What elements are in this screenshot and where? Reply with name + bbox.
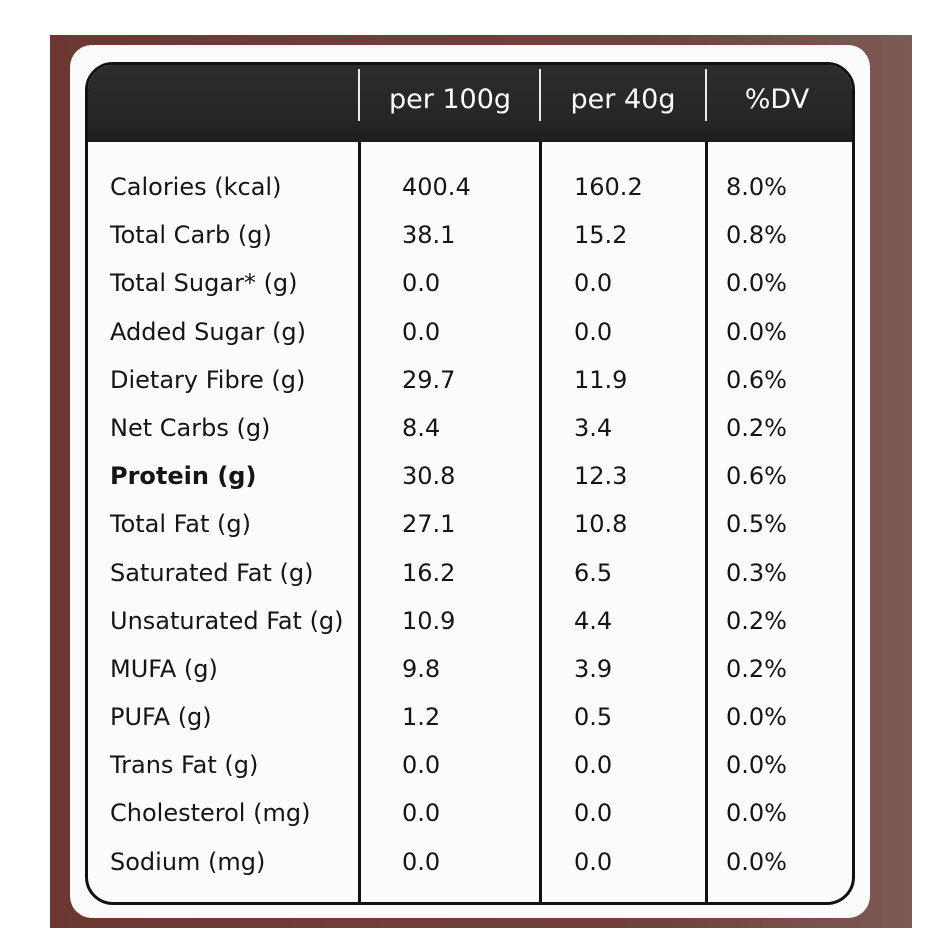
nutrient-label: Total Fat (g) [110,510,251,539]
nutrient-label: Total Carb (g) [110,221,272,250]
value-per-100g: 0.0 [402,751,441,780]
table-header: per 100g per 40g %DV [88,65,852,142]
table-row: Unsaturated Fat (g) 10.9 4.4 0.2% [88,599,852,647]
value-per-100g: 0.0 [402,269,441,298]
header-per-40g: per 40g [570,84,676,115]
column-divider [705,142,708,902]
header-dv: %DV [744,84,810,115]
value-per-100g: 1.2 [402,703,441,732]
table-row: Sodium (mg) 0.0 0.0 0.0% [88,840,852,888]
value-daily-value: 0.0% [726,269,787,298]
nutrient-label: Calories (kcal) [110,173,282,201]
value-per-100g: 29.7 [402,365,456,394]
header-divider [705,69,707,121]
table-row: Protein (g) 30.8 12.3 0.6% [88,454,852,502]
nutrient-label: Total Sugar* (g) [110,269,298,298]
nutrient-label: MUFA (g) [110,654,218,683]
column-divider [539,142,542,902]
header-divider [539,69,541,121]
value-per-40g: 0.0 [574,317,613,346]
value-per-100g: 10.9 [402,606,456,635]
value-per-100g: 400.4 [402,173,471,201]
header-per-100g: per 100g [388,84,512,115]
nutrient-label: Added Sugar (g) [110,317,306,346]
nutrient-label: Trans Fat (g) [110,751,259,780]
value-daily-value: 0.0% [726,317,787,346]
value-per-40g: 11.9 [574,365,628,394]
value-per-40g: 0.5 [574,703,613,732]
table-row: Dietary Fibre (g) 29.7 11.9 0.6% [88,358,852,406]
value-per-40g: 0.0 [574,751,613,780]
table-row: Total Carb (g) 38.1 15.2 0.8% [88,213,852,261]
value-per-100g: 0.0 [402,799,441,828]
value-per-100g: 0.0 [402,847,441,876]
table-row: Saturated Fat (g) 16.2 6.5 0.3% [88,551,852,599]
nutrient-label: PUFA (g) [110,703,212,732]
table-row: Trans Fat (g) 0.0 0.0 0.0% [88,743,852,791]
nutrient-label: Unsaturated Fat (g) [110,606,344,635]
table-row: Calories (kcal) 400.4 160.2 8.0% [88,165,852,213]
value-daily-value: 0.5% [726,510,787,539]
value-daily-value: 0.2% [726,413,787,442]
nutrient-label: Net Carbs (g) [110,413,271,442]
value-per-40g: 6.5 [574,558,613,587]
nutrition-table: per 100g per 40g %DV Calories (kcal) 400… [85,62,855,905]
nutrient-label: Cholesterol (mg) [110,799,311,828]
value-daily-value: 0.6% [726,365,787,394]
value-per-100g: 38.1 [402,221,456,250]
value-per-100g: 27.1 [402,510,456,539]
nutrient-label: Saturated Fat (g) [110,558,314,587]
value-daily-value: 0.0% [726,751,787,780]
column-divider [358,142,361,902]
value-daily-value: 0.0% [726,847,787,876]
value-per-100g: 8.4 [402,413,441,442]
value-daily-value: 0.6% [726,462,787,491]
value-per-100g: 0.0 [402,317,441,346]
value-per-100g: 16.2 [402,558,456,587]
value-daily-value: 0.8% [726,221,787,250]
value-daily-value: 8.0% [726,173,787,201]
table-row: Net Carbs (g) 8.4 3.4 0.2% [88,406,852,454]
value-daily-value: 0.0% [726,799,787,828]
table-row: PUFA (g) 1.2 0.5 0.0% [88,695,852,743]
table-body: Calories (kcal) 400.4 160.2 8.0% Total C… [88,165,852,888]
value-per-40g: 3.9 [574,654,613,683]
table-row: Total Sugar* (g) 0.0 0.0 0.0% [88,261,852,309]
value-per-40g: 160.2 [574,173,643,201]
value-daily-value: 0.3% [726,558,787,587]
value-daily-value: 0.2% [726,654,787,683]
value-daily-value: 0.2% [726,606,787,635]
value-per-40g: 12.3 [574,462,628,491]
value-per-40g: 15.2 [574,221,628,250]
value-per-100g: 9.8 [402,654,441,683]
table-row: Cholesterol (mg) 0.0 0.0 0.0% [88,791,852,839]
value-per-40g: 0.0 [574,269,613,298]
nutrient-label: Dietary Fibre (g) [110,365,306,394]
value-per-40g: 4.4 [574,606,613,635]
value-per-40g: 0.0 [574,847,613,876]
nutrient-label: Protein (g) [110,462,257,491]
value-daily-value: 0.0% [726,703,787,732]
value-per-40g: 3.4 [574,413,613,442]
value-per-40g: 10.8 [574,510,628,539]
table-row: Total Fat (g) 27.1 10.8 0.5% [88,502,852,550]
table-row: MUFA (g) 9.8 3.9 0.2% [88,647,852,695]
nutrient-label: Sodium (mg) [110,847,266,876]
header-divider [358,69,360,121]
value-per-40g: 0.0 [574,799,613,828]
value-per-100g: 30.8 [402,462,456,491]
table-row: Added Sugar (g) 0.0 0.0 0.0% [88,310,852,358]
